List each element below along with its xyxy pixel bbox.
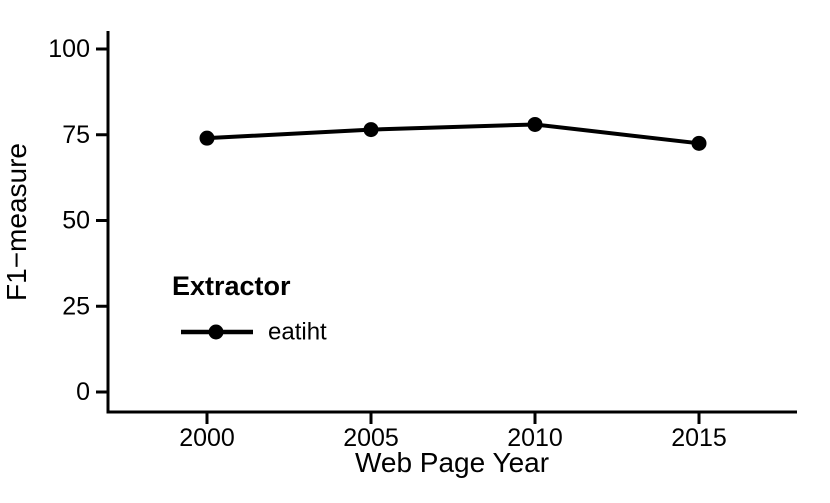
x-tick-label: 2010 <box>507 424 563 452</box>
y-tick-label: 50 <box>62 207 90 235</box>
x-tick-label: 2015 <box>671 424 727 452</box>
data-point <box>363 122 379 138</box>
series-line <box>205 122 701 146</box>
x-tick-label: 2000 <box>179 424 235 452</box>
data-series <box>199 116 707 151</box>
y-tick-label: 0 <box>76 378 90 406</box>
y-tick-label: 75 <box>62 121 90 149</box>
data-point <box>199 130 215 146</box>
legend-title: Extractor <box>172 271 291 301</box>
data-point <box>691 135 707 151</box>
legend-entry-label: eatiht <box>268 319 327 346</box>
y-axis-ticks: 0 25 50 75 100 <box>48 35 108 406</box>
y-tick-label: 100 <box>48 35 90 63</box>
legend-key-point-icon <box>208 324 224 340</box>
x-tick-label: 2005 <box>343 424 399 452</box>
y-tick-label: 25 <box>62 292 90 320</box>
x-axis-title: Web Page Year <box>355 447 549 478</box>
x-axis-ticks: 2000 2005 2010 2015 <box>179 412 727 452</box>
data-point <box>527 116 543 132</box>
legend: Extractor eatiht <box>172 271 327 346</box>
axes <box>106 31 797 414</box>
y-axis-title: F1−measure <box>1 143 32 301</box>
